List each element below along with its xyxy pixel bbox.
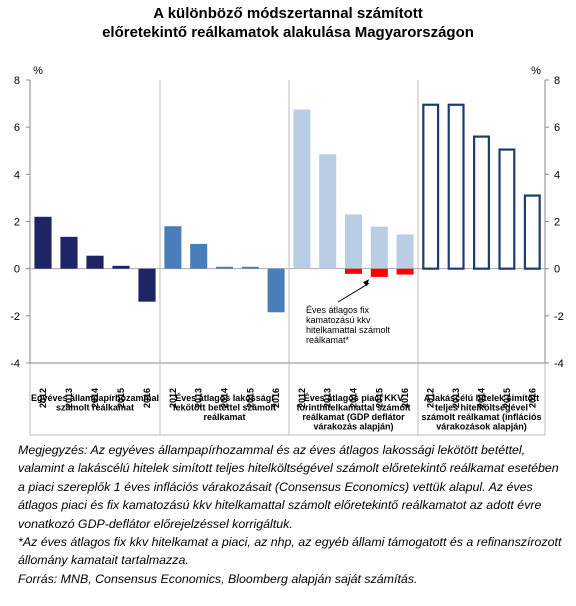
chart-title-line-2: előretekintő reálkamatok alakulása Magya…: [102, 24, 474, 41]
annotation-line-2: kamatozású kkv: [306, 315, 371, 325]
annotation-arrow-line: [337, 282, 370, 303]
year-label-group3-2016: 2016: [400, 388, 410, 408]
overlay-bar-2014: [344, 268, 363, 274]
group-label-3-line-3: reálkamat (GDP deflátor: [302, 412, 405, 422]
year-label-group1-2013: 2013: [64, 388, 74, 408]
bar-group2-2014: [215, 266, 234, 269]
bar-group1-2014: [86, 255, 104, 269]
year-label-group1-2016: 2016: [142, 388, 152, 408]
y-tick-label-left: 8: [14, 75, 20, 87]
bar-group3-2014: [344, 214, 363, 269]
y-tick-label-right: 6: [554, 122, 560, 134]
y-tick-label-left: -4: [10, 358, 20, 370]
chart-axes: [26, 79, 549, 436]
bar-group2-2016: [267, 268, 285, 313]
bar-group1-2016: [138, 268, 156, 302]
bar-group4-2015: [498, 148, 516, 270]
year-label-group3-2014: 2014: [349, 388, 359, 408]
chart-labels: 8 8 6 6 4 4 2 2 0 0 -2 -2 -4 -4% % 2012 2013 2014 2015 2016…: [10, 65, 564, 432]
year-label-group1-2012: 2012: [38, 388, 48, 408]
y-axis-unit-right: %: [531, 65, 541, 77]
note-methodology: Megjegyzés: Az egyéves állampapírhozamma…: [18, 443, 559, 531]
group-label-4-line-3: számolt reálkamat (inflációs: [421, 412, 541, 422]
overlay-bar-2016: [396, 268, 414, 275]
group-label-2-line-1: Éves átlagos lakossági: [175, 393, 274, 403]
overlay-bar-2015: [370, 268, 388, 277]
year-label-group1-2014: 2014: [90, 388, 100, 408]
year-label-group4-2016: 2016: [527, 388, 537, 408]
group-label-3-line-2: forinthitelkamattal számolt: [296, 403, 410, 413]
group-label-2-line-2: lekötött betéttel számolt: [173, 403, 276, 413]
annotation-arrow-head: [362, 279, 369, 287]
chart-notes: Megjegyzés: Az egyéves állampapírhozamma…: [18, 441, 566, 588]
bar-group2-2012: [164, 226, 182, 269]
group-label-4-line-2: teljes hitelköltségével: [435, 403, 528, 413]
annotation-line-4: reálkamat*: [306, 335, 350, 345]
y-tick-label-right: -2: [554, 311, 564, 323]
bar-group3-2015: [370, 226, 388, 269]
group-label-4-line-4: várakozások alapján): [436, 422, 527, 432]
bar-group1-2012: [34, 216, 52, 269]
year-label-group2-2014: 2014: [220, 388, 230, 408]
group-label-4-line-1: A lakáscélú hitelek simított: [424, 393, 539, 403]
y-tick-label-right: 4: [554, 169, 560, 181]
chart-title: A különböző módszertannal számított előr…: [0, 4, 576, 42]
annotation-line-1: Éves átlagos fix: [306, 305, 370, 315]
year-label-group4-2014: 2014: [477, 388, 487, 408]
y-tick-label-left: 2: [14, 217, 20, 229]
chart-bars: [34, 103, 541, 313]
y-tick-label-left: -2: [10, 311, 20, 323]
group-label-3-line-1: Éves átlagos piaci KKV: [304, 393, 404, 403]
y-tick-label-right: 0: [554, 264, 560, 276]
note-footnote: *Az éves átlagos fix kkv hitelkamat a pi…: [18, 535, 562, 568]
bar-group4-2013: [447, 103, 465, 270]
note-source: Forrás: MNB, Consensus Economics, Bloomb…: [18, 571, 418, 586]
y-axis-unit-left: %: [33, 65, 43, 77]
bar-group4-2014: [473, 135, 490, 270]
y-tick-label-left: 0: [14, 264, 20, 276]
chart-title-line-1: A különböző módszertannal számított: [153, 5, 423, 22]
bar-group2-2015: [241, 266, 259, 269]
year-label-group3-2012: 2012: [297, 388, 307, 408]
year-label-group3-2015: 2015: [374, 388, 384, 408]
year-label-group2-2015: 2015: [245, 388, 255, 408]
year-label-group4-2012: 2012: [426, 388, 436, 408]
year-label-group2-2016: 2016: [271, 388, 281, 408]
group-label-2-line-3: reálkamat: [203, 412, 245, 422]
bar-group4-2016: [523, 194, 541, 270]
group-label-3-line-4: várakozás alapján): [313, 422, 393, 432]
year-label-group3-2013: 2013: [323, 388, 333, 408]
bar-group2-2013: [190, 243, 208, 269]
bar-group3-2013: [319, 154, 337, 269]
bar-chart: 8 8 6 6 4 4 2 2 0 0 -2 -2 -4 -4% % 2012 2013 2014 2015 2016…: [10, 65, 564, 436]
y-tick-label-right: 2: [554, 217, 560, 229]
y-tick-label-right: -4: [554, 358, 564, 370]
y-tick-label-left: 6: [14, 122, 20, 134]
bar-group3-2016: [396, 234, 414, 269]
year-label-group4-2013: 2013: [451, 388, 461, 408]
bar-group4-2012: [422, 103, 440, 270]
year-label-group1-2015: 2015: [116, 388, 126, 408]
y-tick-label-right: 8: [554, 75, 560, 87]
group-label-1-line-1: Egyéves állampapírhozammal: [31, 393, 159, 403]
year-label-group2-2012: 2012: [168, 388, 178, 408]
bar-group1-2013: [60, 236, 78, 269]
group-label-1-line-2: számolt reálkamat: [56, 403, 134, 413]
bar-group1-2015: [112, 265, 130, 269]
annotation-line-3: hitelkamattal számolt: [306, 325, 391, 335]
y-tick-label-left: 4: [14, 169, 20, 181]
bar-group3-2012: [293, 109, 311, 269]
year-label-group4-2015: 2015: [502, 388, 512, 408]
year-label-group2-2013: 2013: [194, 388, 204, 408]
